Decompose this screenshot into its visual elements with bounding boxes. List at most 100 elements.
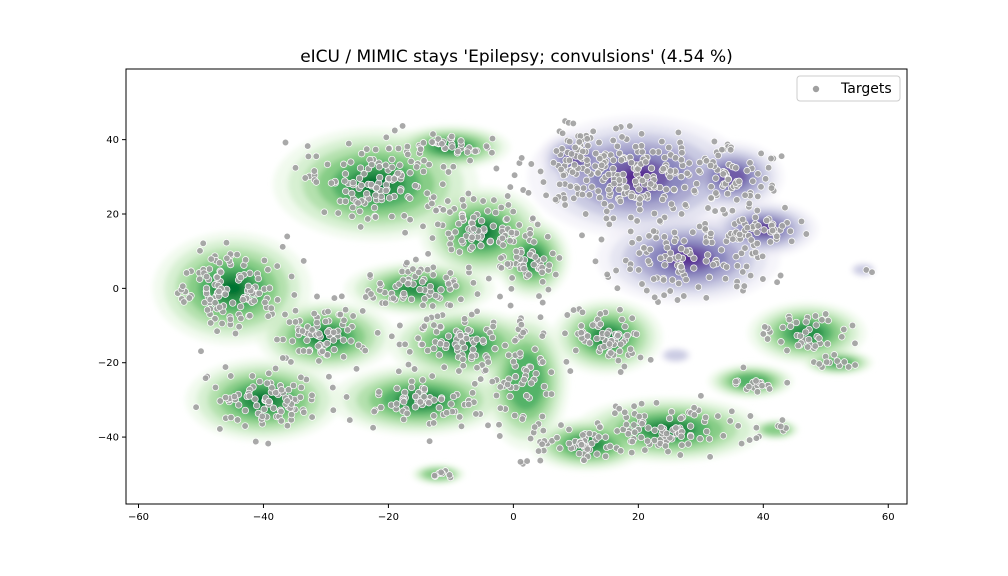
target-point: [736, 230, 744, 239]
target-point: [742, 262, 751, 271]
target-point: [565, 439, 573, 448]
target-point: [616, 306, 624, 314]
target-point: [329, 383, 337, 392]
target-point: [388, 212, 396, 221]
target-point: [503, 215, 511, 223]
target-point: [501, 341, 509, 350]
target-point: [411, 403, 420, 411]
target-point: [420, 393, 428, 401]
target-point: [496, 404, 505, 412]
target-point: [638, 420, 646, 428]
target-point: [484, 207, 492, 215]
target-point: [773, 232, 781, 240]
target-point: [429, 271, 437, 279]
target-point: [313, 292, 321, 301]
target-point: [227, 413, 235, 422]
target-point: [552, 147, 561, 155]
target-point: [376, 173, 384, 182]
target-point: [273, 335, 281, 344]
target-point: [733, 262, 742, 270]
target-point: [741, 191, 749, 199]
target-point: [448, 143, 456, 151]
target-point: [518, 154, 526, 162]
target-point: [652, 399, 661, 407]
target-point: [743, 224, 752, 232]
target-point: [638, 176, 647, 185]
target-point: [425, 399, 433, 407]
target-point: [411, 182, 419, 190]
target-point: [594, 169, 602, 177]
target-point: [812, 321, 820, 329]
target-point: [754, 170, 762, 178]
target-point: [650, 275, 658, 283]
target-point: [357, 150, 366, 158]
target-point: [547, 368, 555, 376]
target-point: [246, 312, 254, 320]
target-point: [218, 319, 226, 328]
target-point: [215, 287, 223, 296]
target-point: [401, 229, 409, 237]
target-point: [406, 169, 414, 177]
target-point: [584, 142, 592, 150]
target-point: [593, 450, 601, 458]
target-point: [666, 287, 674, 295]
target-point: [354, 341, 363, 349]
target-point: [221, 290, 229, 298]
target-point: [823, 340, 832, 348]
target-point: [299, 347, 308, 355]
target-point: [410, 365, 419, 373]
target-point: [577, 441, 586, 449]
target-point: [196, 247, 204, 255]
target-point: [614, 356, 623, 365]
target-point: [783, 379, 791, 387]
target-point: [388, 332, 396, 340]
target-point: [681, 183, 689, 192]
target-point: [416, 285, 424, 294]
target-point: [678, 441, 686, 449]
target-point: [589, 127, 597, 135]
target-point: [622, 256, 630, 265]
target-point: [802, 318, 810, 326]
target-point: [482, 142, 491, 150]
target-point: [382, 186, 390, 195]
target-point: [687, 432, 695, 441]
target-point: [264, 439, 272, 448]
target-point: [515, 221, 523, 229]
target-point: [340, 316, 348, 324]
target-point: [506, 301, 515, 310]
target-point: [241, 422, 249, 430]
target-point: [705, 273, 713, 281]
target-point: [667, 200, 676, 208]
target-point: [539, 178, 548, 186]
target-point: [313, 318, 321, 327]
target-point: [400, 415, 408, 424]
target-point: [419, 167, 428, 176]
target-point: [272, 388, 280, 397]
target-point: [719, 170, 727, 178]
target-point: [520, 376, 528, 384]
target-point: [677, 173, 685, 181]
target-point: [527, 160, 535, 168]
y-tick-label: 0: [113, 284, 119, 295]
target-point: [677, 245, 686, 253]
target-point: [630, 402, 638, 410]
target-point: [479, 197, 487, 205]
target-point: [536, 456, 544, 465]
target-point: [465, 400, 473, 409]
target-point: [468, 243, 476, 251]
target-point: [237, 314, 245, 323]
target-point: [627, 213, 635, 222]
target-point: [393, 384, 401, 393]
target-point: [255, 289, 263, 297]
target-point: [241, 256, 250, 264]
target-point: [489, 322, 497, 331]
target-point: [416, 145, 425, 153]
target-point: [690, 187, 698, 195]
target-point: [759, 275, 767, 283]
target-point: [635, 235, 643, 243]
target-point: [746, 412, 755, 420]
target-point: [304, 142, 312, 150]
target-point: [444, 332, 453, 340]
target-point: [752, 377, 760, 385]
target-point: [538, 412, 547, 421]
